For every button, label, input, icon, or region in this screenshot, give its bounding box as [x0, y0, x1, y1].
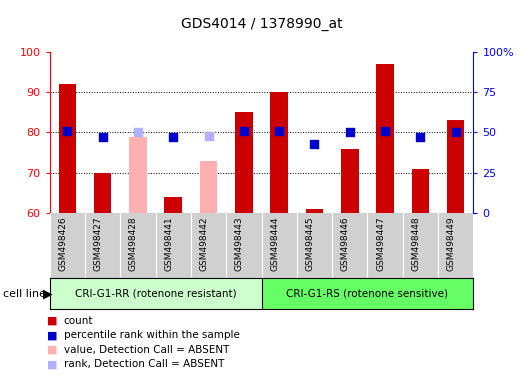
Text: GSM498444: GSM498444	[270, 217, 279, 271]
Point	[381, 128, 389, 134]
Text: rank, Detection Call = ABSENT: rank, Detection Call = ABSENT	[64, 359, 224, 369]
Text: ■: ■	[47, 316, 58, 326]
Point	[134, 129, 142, 136]
Text: CRI-G1-RR (rotenone resistant): CRI-G1-RR (rotenone resistant)	[75, 289, 236, 299]
Text: GSM498446: GSM498446	[341, 217, 350, 271]
Text: GSM498443: GSM498443	[235, 217, 244, 271]
Bar	[305, 209, 323, 213]
Bar	[164, 197, 182, 213]
Text: GSM498442: GSM498442	[200, 217, 209, 271]
Text: count: count	[64, 316, 93, 326]
Text: GSM498428: GSM498428	[129, 217, 138, 271]
Bar	[235, 113, 253, 213]
Text: GSM498449: GSM498449	[447, 217, 456, 271]
Point	[275, 128, 283, 134]
Point	[451, 129, 460, 136]
Text: GSM498441: GSM498441	[164, 217, 173, 271]
Bar	[376, 64, 394, 213]
Bar	[59, 84, 76, 213]
Text: GSM498447: GSM498447	[376, 217, 385, 271]
Bar	[262, 278, 473, 309]
Text: GSM498426: GSM498426	[59, 217, 67, 271]
Bar	[200, 161, 218, 213]
Point	[98, 134, 107, 141]
Text: CRI-G1-RS (rotenone sensitive): CRI-G1-RS (rotenone sensitive)	[287, 289, 448, 299]
Bar	[447, 121, 464, 213]
Text: ■: ■	[47, 330, 58, 340]
Text: ▶: ▶	[43, 287, 52, 300]
Text: ■: ■	[47, 345, 58, 355]
Bar	[341, 149, 359, 213]
Bar	[412, 169, 429, 213]
Point	[169, 134, 177, 141]
Text: GSM498445: GSM498445	[305, 217, 314, 271]
Bar	[94, 173, 111, 213]
Bar	[270, 92, 288, 213]
Text: percentile rank within the sample: percentile rank within the sample	[64, 330, 240, 340]
Point	[310, 141, 319, 147]
Point	[346, 129, 354, 136]
Text: value, Detection Call = ABSENT: value, Detection Call = ABSENT	[64, 345, 229, 355]
Point	[416, 134, 425, 141]
Text: GSM498427: GSM498427	[94, 217, 103, 271]
Text: ■: ■	[47, 359, 58, 369]
Bar	[129, 137, 147, 213]
Point	[240, 128, 248, 134]
Bar	[50, 278, 262, 309]
Text: GDS4014 / 1378990_at: GDS4014 / 1378990_at	[180, 17, 343, 31]
Text: GSM498448: GSM498448	[412, 217, 420, 271]
Point	[204, 132, 213, 139]
Text: cell line: cell line	[3, 289, 46, 299]
Point	[63, 128, 72, 134]
